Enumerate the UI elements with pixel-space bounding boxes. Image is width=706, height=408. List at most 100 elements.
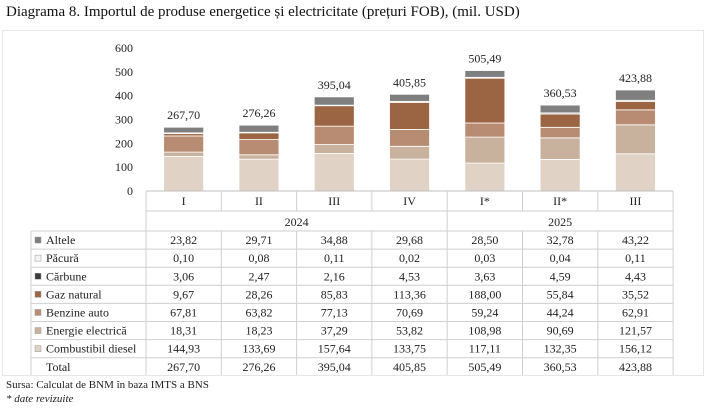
bar-segment-2-4	[464, 122, 506, 138]
y-tick-label-3: 300	[115, 113, 133, 127]
bar-segment-0-1	[238, 158, 280, 192]
table-cell-0-4: 28,50	[471, 233, 498, 247]
x-tick-label-0: I	[182, 194, 186, 208]
bar-segment-1-5	[539, 137, 581, 160]
table-cell-1-4: 0,03	[474, 251, 495, 265]
bar-segment-2-3	[389, 129, 430, 147]
legend-swatch-5	[34, 327, 42, 334]
bar-segment-1-3	[389, 145, 430, 160]
total-cell-0: 267,70	[167, 360, 200, 374]
total-label-3: 405,85	[393, 75, 426, 89]
table-cell-1-3: 0,02	[399, 251, 420, 265]
y-tick-label-4: 400	[115, 89, 133, 103]
bar-segment-6-2	[313, 96, 355, 106]
bar-segment-0-2	[313, 153, 355, 192]
bar-segment-6-5	[539, 104, 581, 114]
total-label-6: 423,88	[619, 71, 652, 85]
legend-label-4: Benzine auto	[46, 305, 109, 319]
legend-label-0: Altele	[46, 233, 75, 247]
table-cell-5-5: 90,69	[547, 324, 574, 338]
x-tick-label-3: IV	[403, 194, 416, 208]
legend-label-1: Păcură	[46, 251, 79, 265]
table-cell-3-1: 28,26	[245, 287, 272, 301]
bar-segment-1-2	[313, 144, 355, 154]
y-tick-label-1: 100	[115, 160, 133, 174]
legend-swatch-4	[34, 309, 42, 316]
table-cell-5-0: 18,31	[170, 324, 197, 338]
y-tick-label-2: 200	[115, 136, 133, 150]
table-cell-3-6: 35,52	[622, 287, 649, 301]
table-cell-4-2: 77,13	[321, 305, 348, 319]
total-label-5: 360,53	[544, 86, 577, 100]
table-cell-1-6: 0,11	[625, 251, 646, 265]
total-label-1: 276,26	[242, 106, 275, 120]
table-cell-6-4: 117,11	[469, 342, 501, 356]
bar-segment-6-1	[238, 124, 280, 133]
total-row-label: Total	[46, 360, 71, 374]
legend-swatch-3	[34, 291, 42, 298]
total-cell-2: 395,04	[318, 360, 351, 374]
total-cell-3: 405,85	[393, 360, 426, 374]
legend-swatch-2	[34, 273, 42, 280]
table-cell-0-5: 32,78	[547, 233, 574, 247]
year-label-0: 2024	[285, 215, 309, 229]
table-cell-0-6: 43,22	[622, 233, 649, 247]
x-tick-label-1: II	[255, 194, 263, 208]
table-cell-3-5: 55,84	[547, 287, 574, 301]
y-tick-label-5: 500	[115, 65, 133, 79]
table-cell-6-0: 144,93	[167, 342, 200, 356]
total-cell-1: 276,26	[242, 360, 275, 374]
x-tick-label-6: III	[629, 194, 641, 208]
table-cell-6-3: 133,75	[393, 342, 426, 356]
stacked-bar-chart: 0 100 200 300 400 500 600 267,70 276,26 395,04 405…	[30, 41, 674, 375]
table-cell-4-3: 70,69	[396, 305, 423, 319]
table-cell-5-1: 18,23	[245, 324, 272, 338]
table-cell-2-0: 3,06	[173, 269, 194, 283]
table-cell-1-0: 0,10	[173, 251, 194, 265]
table-cell-1-1: 0,08	[248, 251, 269, 265]
table-cell-0-1: 29,71	[245, 233, 272, 247]
legend-swatch-1	[34, 254, 42, 262]
bar-segment-2-5	[539, 126, 581, 139]
bar-segment-3-6	[615, 100, 656, 111]
bar-segment-2-2	[313, 125, 355, 145]
table-cell-4-0: 67,81	[170, 305, 197, 319]
bar-segment-0-6	[615, 153, 656, 192]
table-cell-3-3: 113,36	[393, 287, 426, 301]
table-cell-1-5: 0,04	[550, 251, 571, 265]
bar-segment-1-4	[464, 136, 506, 164]
table-cell-5-4: 108,98	[468, 324, 501, 338]
bar-segment-1-6	[615, 124, 656, 155]
bar-segment-3-2	[313, 105, 355, 127]
table-cell-5-2: 37,29	[321, 324, 348, 338]
table-cell-6-1: 133,69	[242, 342, 275, 356]
bar-segment-0-5	[539, 159, 581, 192]
table-cell-0-0: 23,82	[170, 233, 197, 247]
table-cell-0-2: 34,88	[321, 233, 348, 247]
legend-label-5: Energie electrică	[46, 324, 127, 338]
table-cell-3-4: 188,00	[468, 287, 501, 301]
table-cell-2-6: 4,43	[625, 269, 646, 283]
x-tick-label-5: II*	[553, 194, 567, 208]
table-cell-4-4: 59,24	[471, 305, 498, 319]
table-cell-5-6: 121,57	[619, 324, 652, 338]
table-cell-3-0: 9,67	[173, 287, 194, 301]
bar-segment-3-1	[238, 132, 280, 140]
table-cell-5-3: 53,82	[396, 324, 423, 338]
table-cell-6-2: 157,64	[318, 342, 351, 356]
total-label-4: 505,49	[468, 52, 501, 66]
table-cell-2-1: 2,47	[248, 269, 269, 283]
table-cell-0-3: 29,68	[396, 233, 423, 247]
bar-segment-2-0	[163, 135, 205, 153]
revision-note: * date revizuite	[6, 393, 74, 405]
table-cell-6-6: 156,12	[619, 342, 652, 356]
bar-segment-3-5	[539, 113, 581, 128]
table-cell-2-3: 4,53	[399, 269, 420, 283]
bar-segment-0-4	[464, 162, 506, 192]
chart-title: Diagrama 8. Importul de produse energeti…	[6, 4, 520, 20]
legend-swatch-6	[34, 345, 42, 352]
bar-segment-2-6	[615, 109, 656, 126]
table-cell-4-6: 62,91	[622, 305, 649, 319]
source-note: Sursa: Calculat de BNM în baza IMTS a BN…	[6, 379, 209, 391]
table-cell-3-2: 85,83	[321, 287, 348, 301]
